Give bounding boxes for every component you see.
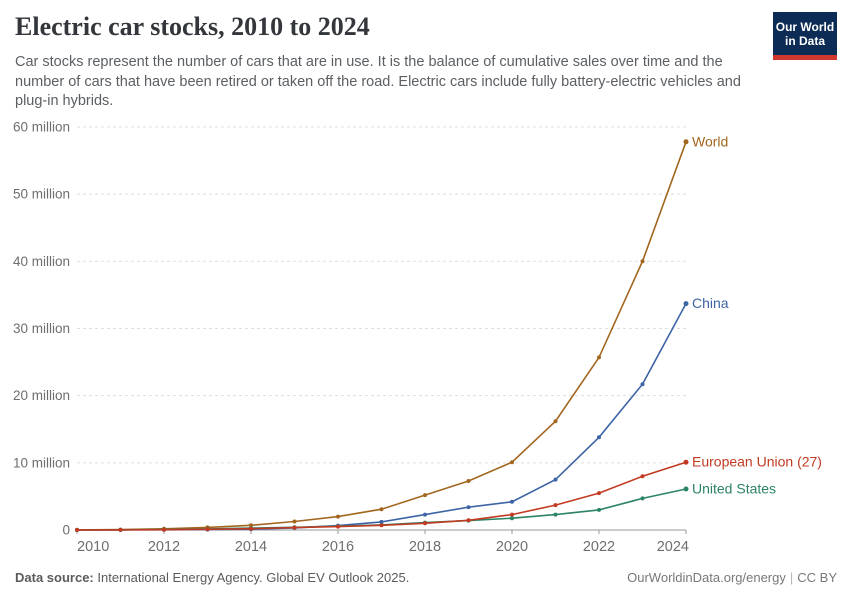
y-tick-label-60-million: 60 million	[13, 120, 70, 135]
y-tick-label-30-million: 30 million	[13, 321, 70, 336]
owid-logo-line2: in Data	[784, 33, 825, 48]
cc-by-link[interactable]: CC BY	[797, 570, 837, 585]
series-point-european-union-27-2018	[423, 521, 427, 526]
series-label-united-states[interactable]: United States	[692, 481, 776, 497]
series-point-china-2022	[597, 435, 601, 440]
x-tick-label-2020: 2020	[496, 539, 528, 555]
series-point-european-union-27-2019	[466, 518, 471, 523]
footer: Data source: International Energy Agency…	[15, 570, 837, 592]
series-point-european-union-27-2010	[75, 527, 79, 532]
series-line-china[interactable]	[77, 303, 687, 531]
series-point-world-2024	[683, 139, 689, 145]
series-point-european-union-27-2022	[597, 491, 601, 496]
series-point-world-2023	[640, 259, 645, 264]
series-point-china-2020	[510, 499, 514, 504]
series-point-european-union-27-2021	[553, 503, 558, 508]
line-chart[interactable]: 0 10 million 20 million 30 million 40 millio…	[0, 110, 850, 560]
series-point-world-2014	[249, 523, 253, 528]
owid-logo[interactable]: Our World in Data	[773, 12, 837, 60]
series-point-united-states-2020	[510, 516, 514, 521]
series-point-world-2019	[466, 479, 471, 483]
x-tick-label-2018: 2018	[409, 539, 441, 555]
chart-subtitle: Car stocks represent the number of cars …	[15, 54, 741, 109]
series-point-european-union-27-2020	[510, 512, 514, 517]
series-point-china-2019	[466, 505, 471, 510]
owid-logo-stripe	[773, 55, 837, 60]
series-point-china-2018	[423, 512, 427, 517]
series-point-china-2023	[640, 382, 645, 387]
y-tick-label-10-million: 10 million	[13, 455, 70, 470]
series-point-european-union-27-2023	[640, 474, 645, 479]
page-title: Electric car stocks, 2010 to 2024	[15, 12, 370, 41]
series-point-world-2020	[510, 460, 514, 465]
series-point-world-2022	[597, 355, 601, 360]
data-source-text: International Energy Agency. Global EV O…	[93, 570, 410, 585]
series-point-china-2017	[379, 519, 384, 524]
series-point-european-union-27-2015	[292, 525, 297, 530]
x-tick-label-2022: 2022	[583, 539, 615, 555]
series-point-united-states-2022	[597, 507, 601, 512]
series-point-united-states-2023	[640, 496, 645, 501]
data-source: Data source: International Energy Agency…	[15, 570, 409, 592]
series-point-united-states-2021	[553, 512, 558, 517]
series-point-united-states-2024	[683, 486, 689, 492]
series-point-world-2017	[379, 507, 384, 512]
series-line-european-union-27[interactable]	[77, 461, 687, 531]
footer-right: OurWorldinData.org/energy | CC BY	[627, 570, 837, 592]
series-label-european-union-27[interactable]: European Union (27)	[692, 454, 822, 470]
series-line-world[interactable]	[76, 141, 687, 531]
owid-logo-box: Our World in Data	[773, 12, 837, 55]
owid-logo-line1: Our World	[775, 19, 835, 34]
series-point-china-2021	[553, 477, 558, 482]
y-tick-label-50-million: 50 million	[13, 187, 70, 202]
x-tick-label-2012: 2012	[148, 539, 180, 555]
series-label-world[interactable]: World	[692, 133, 728, 149]
series-point-european-union-27-2011	[118, 527, 123, 532]
series-point-european-union-27-2012	[162, 527, 166, 532]
series-point-european-union-27-2017	[379, 523, 384, 528]
series-point-european-union-27-2013	[205, 527, 210, 532]
series-point-european-union-27-2014	[249, 526, 253, 531]
y-tick-label-20-million: 20 million	[13, 388, 70, 403]
y-tick-label-40-million: 40 million	[13, 254, 70, 269]
owid-url-link[interactable]: OurWorldinData.org/energy	[627, 570, 786, 585]
x-tick-label-2014: 2014	[235, 539, 267, 555]
series-point-european-union-27-2016	[336, 524, 340, 529]
series-point-world-2016	[336, 514, 340, 519]
y-tick-label-0: 0	[62, 523, 70, 538]
series-point-world-2021	[553, 419, 558, 424]
series-point-china-2024	[683, 301, 689, 307]
data-source-label: Data source:	[15, 570, 94, 585]
series-label-china[interactable]: China	[692, 295, 729, 311]
series-point-world-2018	[423, 493, 427, 498]
series-point-european-union-27-2024	[683, 459, 689, 465]
x-tick-label-2010: 2010	[77, 539, 109, 555]
x-tick-label-2024: 2024	[657, 539, 689, 555]
footer-separator: |	[789, 570, 794, 585]
x-tick-label-2016: 2016	[322, 539, 354, 555]
series-point-world-2015	[292, 519, 297, 524]
